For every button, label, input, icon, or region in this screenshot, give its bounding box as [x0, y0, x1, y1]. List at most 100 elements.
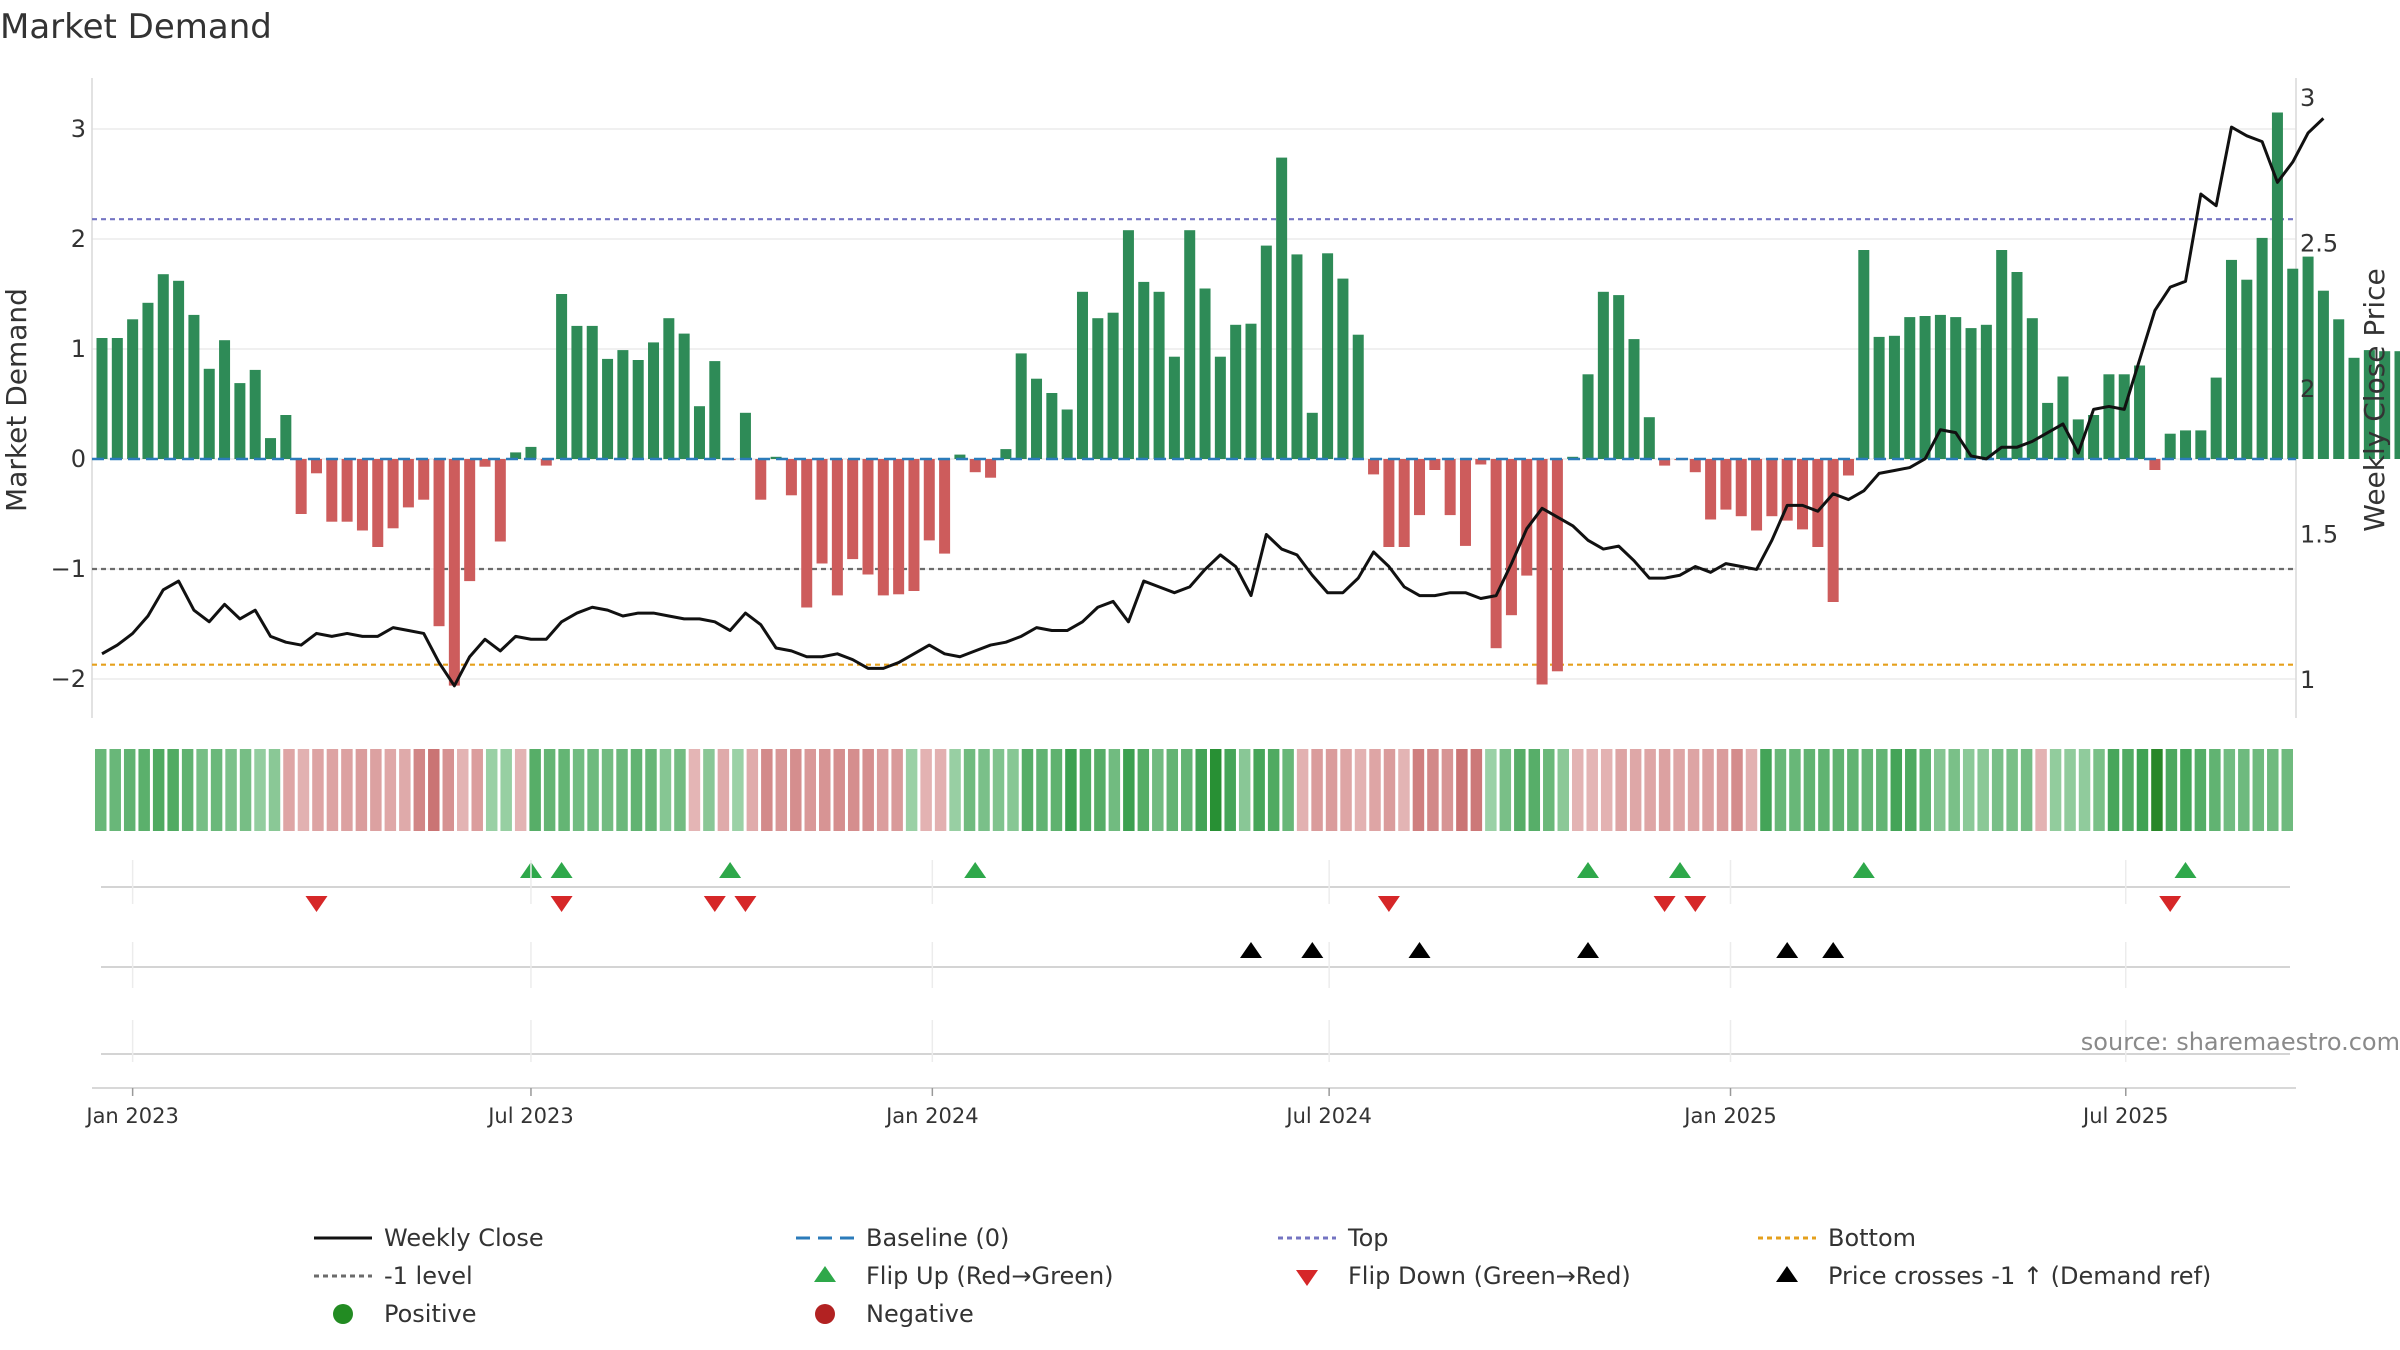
demand-bar [2057, 376, 2069, 459]
heat-cell [1485, 749, 1497, 831]
heat-cell [1282, 749, 1294, 831]
demand-bar [1199, 288, 1211, 459]
demand-bar [2088, 415, 2100, 459]
demand-bar [448, 459, 460, 686]
demand-bar [693, 406, 705, 459]
heat-cell [370, 749, 382, 831]
demand-bar [1398, 459, 1410, 547]
heat-cell [1354, 749, 1367, 831]
demand-bar [1858, 250, 1870, 459]
heat-cell [2252, 749, 2265, 831]
legend-swatch [333, 1304, 353, 1324]
heat-cell [645, 749, 657, 831]
heat-cell [254, 749, 266, 831]
demand-bar [1429, 459, 1441, 470]
demand-bar [1092, 318, 1104, 459]
heat-cell [1832, 749, 1845, 831]
demand-bar [402, 459, 414, 508]
heat-cell [833, 749, 845, 831]
price-cross-marker [1776, 942, 1799, 958]
heat-cell [1991, 749, 2004, 831]
legend-label: Baseline (0) [866, 1224, 1009, 1252]
demand-bar [2103, 374, 2115, 459]
y-tick-label: −1 [51, 555, 86, 583]
demand-bar [1965, 328, 1977, 459]
legend-label: Bottom [1828, 1224, 1916, 1252]
legend-label: Weekly Close [384, 1224, 544, 1252]
heat-cell [1673, 749, 1685, 831]
heat-cell [1847, 749, 1859, 831]
y2-tick-label: 1.5 [2300, 521, 2338, 549]
demand-bar [280, 415, 292, 459]
heat-cell [1861, 749, 1874, 831]
legend-label: -1 level [384, 1262, 473, 1290]
demand-bar [1245, 323, 1257, 459]
flip-signals-track [101, 860, 2290, 912]
heat-cell [2122, 749, 2134, 831]
heat-cell [2078, 749, 2091, 831]
heat-cell [457, 749, 469, 831]
demand-bar [1950, 317, 1962, 459]
heat-cell [2194, 749, 2207, 831]
demand-bar [1842, 459, 1854, 476]
legend-item: Price crosses -1 ↑ (Demand ref) [1776, 1262, 2211, 1290]
legend-item: -1 level [314, 1262, 473, 1290]
heat-cell [1745, 749, 1758, 831]
demand-bar [1046, 393, 1058, 459]
demand-bar [1184, 230, 1196, 459]
heat-cell [1296, 749, 1309, 831]
demand-bar [755, 459, 767, 500]
heat-cell [2180, 749, 2192, 831]
demand-bar [1138, 281, 1150, 459]
demand-bar [1015, 353, 1027, 459]
demand-bar [663, 318, 675, 459]
level-lines [92, 218, 2296, 666]
heat-cell [1036, 749, 1048, 831]
heat-cell [1905, 749, 1917, 831]
y-axis-label: Market Demand [0, 288, 33, 512]
heat-cell [529, 749, 541, 831]
demand-bar [2225, 259, 2237, 459]
demand-bar [1735, 459, 1747, 517]
heat-cell [268, 749, 281, 831]
demand-bar [1613, 295, 1625, 459]
heat-cell [1818, 749, 1830, 831]
y-tick-label: 2 [71, 225, 86, 253]
demand-bar [1551, 459, 1563, 672]
heat-cell [1021, 749, 1034, 831]
demand-bar [1076, 291, 1088, 459]
legend-item: Weekly Close [314, 1224, 544, 1252]
heat-cell [847, 749, 860, 831]
legend-label: Top [1347, 1224, 1389, 1252]
heat-cell [659, 749, 672, 831]
heat-cell [210, 749, 223, 831]
legend-label: Positive [384, 1300, 477, 1328]
heat-cell [1050, 749, 1063, 831]
heat-cell [1267, 749, 1280, 831]
demand-bar [1107, 312, 1119, 459]
demand-bar [2210, 377, 2222, 459]
demand-bar [2180, 430, 2192, 459]
heat-cell [790, 749, 802, 831]
demand-bar [893, 459, 905, 595]
heat-cell [1876, 749, 1888, 831]
heat-cell [283, 749, 295, 831]
heat-cell [963, 749, 976, 831]
heat-cell [138, 749, 150, 831]
demand-bar [1643, 417, 1655, 459]
heat-cell [123, 749, 136, 831]
demand-bar [1812, 459, 1824, 547]
demand-bar [877, 459, 889, 596]
flip-down-marker [305, 896, 328, 912]
demand-bar [1980, 324, 1992, 459]
legend-item: Negative [815, 1300, 974, 1328]
demand-bar [2348, 357, 2360, 459]
demand-bar [2149, 459, 2161, 470]
demand-bar [2302, 256, 2314, 459]
y2-axis-label: Weekly Close Price [2358, 268, 2391, 531]
demand-bar [525, 446, 537, 459]
heat-cell [2223, 749, 2236, 831]
heat-cell [1108, 749, 1121, 831]
heat-cell [1195, 749, 1207, 831]
legend-item: Top [1278, 1224, 1389, 1252]
